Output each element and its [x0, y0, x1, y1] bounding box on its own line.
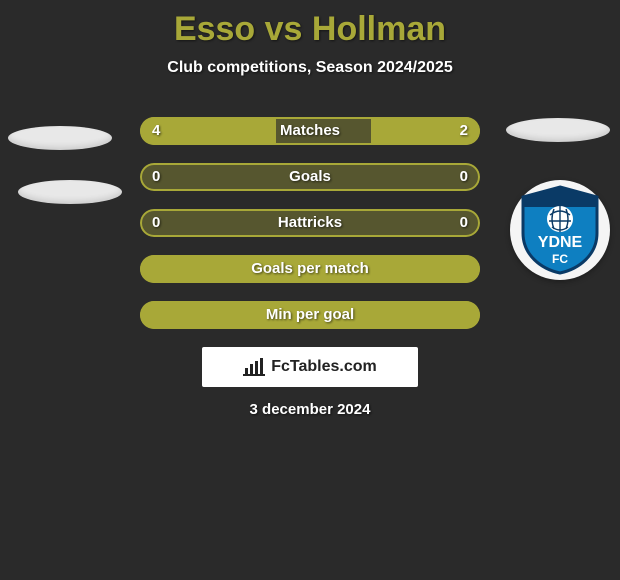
attribution-badge: FcTables.com	[202, 347, 418, 387]
subtitle: Club competitions, Season 2024/2025	[0, 59, 620, 77]
stat-value-right: 2	[460, 117, 468, 145]
comparison-bars: Matches42Goals00Hattricks00Goals per mat…	[0, 117, 620, 329]
date-text: 3 december 2024	[0, 401, 620, 418]
attribution-text: FcTables.com	[271, 358, 377, 376]
stat-row: Hattricks0 0	[140, 209, 480, 237]
stat-row: Min per goal	[140, 301, 480, 329]
stat-value-left: 0	[152, 209, 160, 237]
stat-row: Matches4 2	[140, 117, 480, 145]
stat-value-right: 0	[460, 209, 468, 237]
bar-chart-icon	[243, 358, 265, 376]
stat-label: Matches	[140, 117, 480, 145]
stat-value-left: 4	[152, 117, 160, 145]
page-title: Esso vs Hollman	[0, 0, 620, 49]
stat-row: Goals per match	[140, 255, 480, 283]
stat-label: Hattricks	[140, 209, 480, 237]
stat-label: Goals per match	[140, 255, 480, 283]
stat-value-left: 0	[152, 163, 160, 191]
stat-value-right: 0	[460, 163, 468, 191]
stat-row: Goals0 0	[140, 163, 480, 191]
stat-label: Goals	[140, 163, 480, 191]
stat-label: Min per goal	[140, 301, 480, 329]
